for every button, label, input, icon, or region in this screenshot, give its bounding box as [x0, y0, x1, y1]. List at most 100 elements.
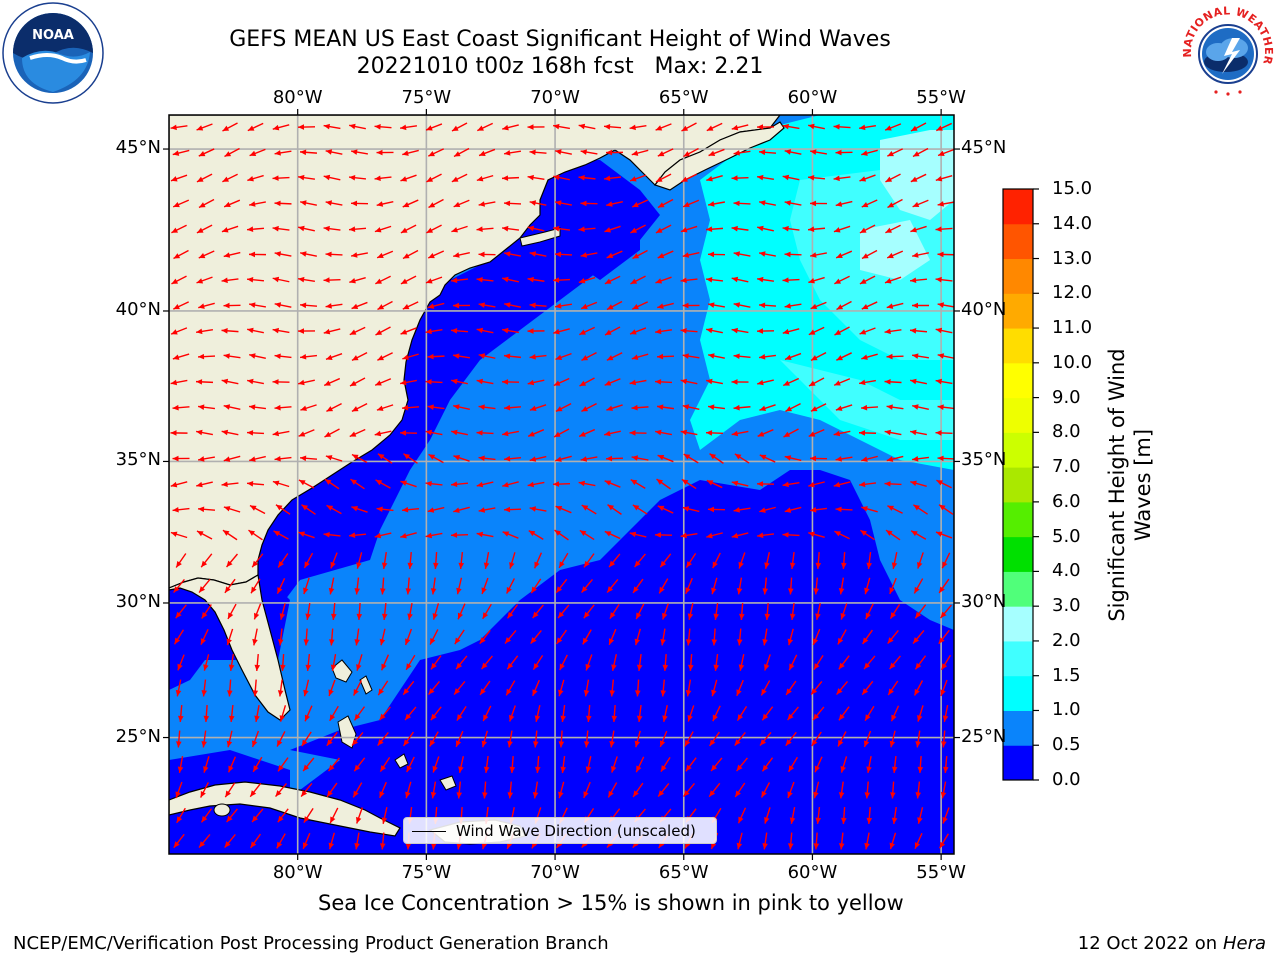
wave-direction-arrow: [759, 506, 776, 513]
wave-direction-arrow: [175, 781, 183, 799]
wave-direction-arrow: [737, 807, 747, 824]
wave-direction-arrow: [604, 378, 621, 386]
wave-direction-arrow: [351, 453, 368, 464]
wave-direction-arrow: [377, 453, 393, 464]
wave-direction-arrow: [787, 781, 795, 799]
wave-direction-arrow: [177, 704, 184, 723]
wave-direction-arrow: [177, 654, 185, 671]
wave-direction-arrow: [705, 226, 724, 232]
wave-direction-arrow: [558, 781, 565, 799]
wave-direction-arrow: [224, 147, 240, 158]
wave-direction-arrow: [348, 174, 367, 181]
footer-date: 12 Oct 2022 on Hera: [1078, 933, 1266, 954]
wave-direction-arrow: [203, 704, 210, 723]
wave-direction-arrow: [789, 807, 796, 824]
wave-direction-arrow: [227, 679, 233, 697]
land-bahamas: [331, 659, 457, 791]
wave-direction-arrow: [222, 122, 238, 132]
wave-direction-arrow: [935, 531, 953, 539]
wave-direction-arrow: [377, 731, 389, 747]
wave-direction-arrow: [177, 756, 184, 773]
wave-direction-arrow: [272, 327, 290, 334]
wave-direction-arrow: [859, 174, 876, 182]
wave-direction-arrow: [935, 430, 953, 436]
lon-tick-label: 80°W: [272, 87, 323, 108]
wave-direction-arrow: [884, 481, 902, 487]
wave-direction-arrow: [251, 553, 264, 568]
wave-direction-arrow: [330, 602, 337, 621]
wave-direction-arrow: [247, 378, 264, 385]
wave-direction-arrow: [887, 198, 903, 209]
wave-direction-arrow: [196, 224, 213, 234]
wave-direction-arrow: [891, 806, 898, 825]
wave-direction-arrow: [884, 379, 902, 385]
wave-direction-arrow: [814, 756, 823, 773]
wave-direction-arrow: [349, 428, 366, 438]
wave-direction-arrow: [937, 404, 954, 410]
wave-direction-arrow: [917, 705, 924, 722]
wave-direction-arrow: [376, 250, 394, 259]
wave-direction-arrow: [223, 199, 241, 208]
wave-direction-arrow: [941, 654, 951, 671]
wave-direction-arrow: [251, 808, 264, 823]
colorbar-bin: [1003, 397, 1033, 433]
wave-direction-arrow: [501, 379, 520, 385]
wave-direction-arrow: [680, 277, 698, 284]
wave-direction-arrow: [298, 429, 315, 437]
wave-direction-arrow: [381, 807, 388, 824]
wave-direction-arrow: [609, 603, 620, 620]
wave-direction-arrow: [578, 123, 596, 130]
wave-direction-arrow: [221, 225, 239, 233]
wave-direction-arrow: [840, 603, 848, 620]
wave-direction-arrow: [656, 353, 675, 360]
wave-direction-arrow: [226, 808, 238, 823]
wave-direction-arrow: [404, 706, 417, 721]
wave-direction-arrow: [943, 755, 949, 774]
wave-direction-arrow: [482, 705, 492, 722]
wave-direction-arrow: [400, 275, 417, 285]
wave-direction-arrow: [479, 629, 491, 645]
wave-direction-arrow: [478, 507, 496, 513]
wave-direction-arrow: [607, 504, 622, 515]
wave-direction-arrow: [909, 327, 928, 334]
wave-direction-arrow: [305, 602, 311, 621]
wave-direction-arrow: [815, 806, 822, 825]
wave-direction-arrow: [450, 277, 469, 284]
wave-direction-arrow: [249, 302, 266, 308]
wave-direction-arrow: [681, 173, 697, 183]
colorbar-tick-label: 1.5: [1052, 664, 1081, 686]
wave-direction-arrow: [712, 705, 721, 722]
wave-direction-arrow: [406, 756, 415, 773]
wave-direction-arrow: [170, 430, 188, 436]
wave-direction-arrow: [859, 327, 876, 335]
wave-direction-arrow: [636, 704, 643, 723]
wave-direction-arrow: [655, 173, 672, 183]
wave-direction-arrow: [451, 429, 468, 436]
wave-direction-arrow: [402, 301, 419, 310]
wave-direction-arrow: [377, 352, 393, 361]
wave-direction-arrow: [809, 507, 828, 513]
wave-direction-arrow: [935, 378, 953, 385]
wave-direction-arrow: [482, 603, 492, 620]
chart-subtitle: 20221010 t00z 168h fcst Max: 2.21: [356, 54, 764, 79]
wave-direction-arrow: [478, 148, 496, 157]
wave-direction-arrow: [530, 578, 542, 594]
wave-direction-arrow: [656, 478, 671, 490]
wave-direction-arrow: [785, 403, 801, 412]
wave-direction-arrow: [654, 532, 673, 538]
wave-direction-arrow: [272, 225, 290, 232]
wave-direction-arrow: [578, 480, 596, 487]
wave-direction-arrow: [554, 529, 569, 541]
wave-direction-arrow: [348, 532, 367, 539]
wave-direction-arrow: [451, 122, 468, 132]
wave-direction-arrow: [759, 200, 776, 206]
wave-direction-arrow: [784, 149, 802, 155]
wave-direction-arrow: [529, 251, 547, 257]
wave-direction-arrow: [330, 654, 337, 671]
colorbar-tick-label: 6.0: [1052, 490, 1081, 512]
wave-direction-arrow: [198, 302, 215, 309]
wave-direction-arrow: [224, 782, 236, 798]
wave-direction-arrow: [635, 679, 641, 697]
colorbar-tick-label: 8.0: [1052, 421, 1081, 443]
wave-direction-arrow: [503, 200, 522, 207]
